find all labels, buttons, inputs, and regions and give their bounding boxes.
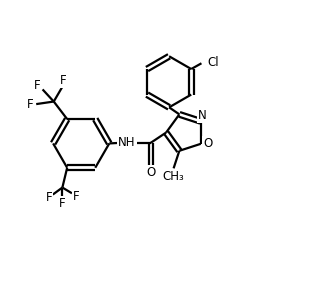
Text: F: F <box>60 74 67 87</box>
Text: NH: NH <box>118 136 136 149</box>
Text: Cl: Cl <box>207 55 219 69</box>
Text: O: O <box>203 137 213 150</box>
Text: CH₃: CH₃ <box>162 170 184 183</box>
Text: F: F <box>72 190 79 203</box>
Text: F: F <box>46 191 52 204</box>
Text: F: F <box>59 197 66 210</box>
Text: N: N <box>198 109 206 122</box>
Text: O: O <box>146 166 156 179</box>
Text: F: F <box>27 98 34 110</box>
Text: F: F <box>33 79 40 92</box>
